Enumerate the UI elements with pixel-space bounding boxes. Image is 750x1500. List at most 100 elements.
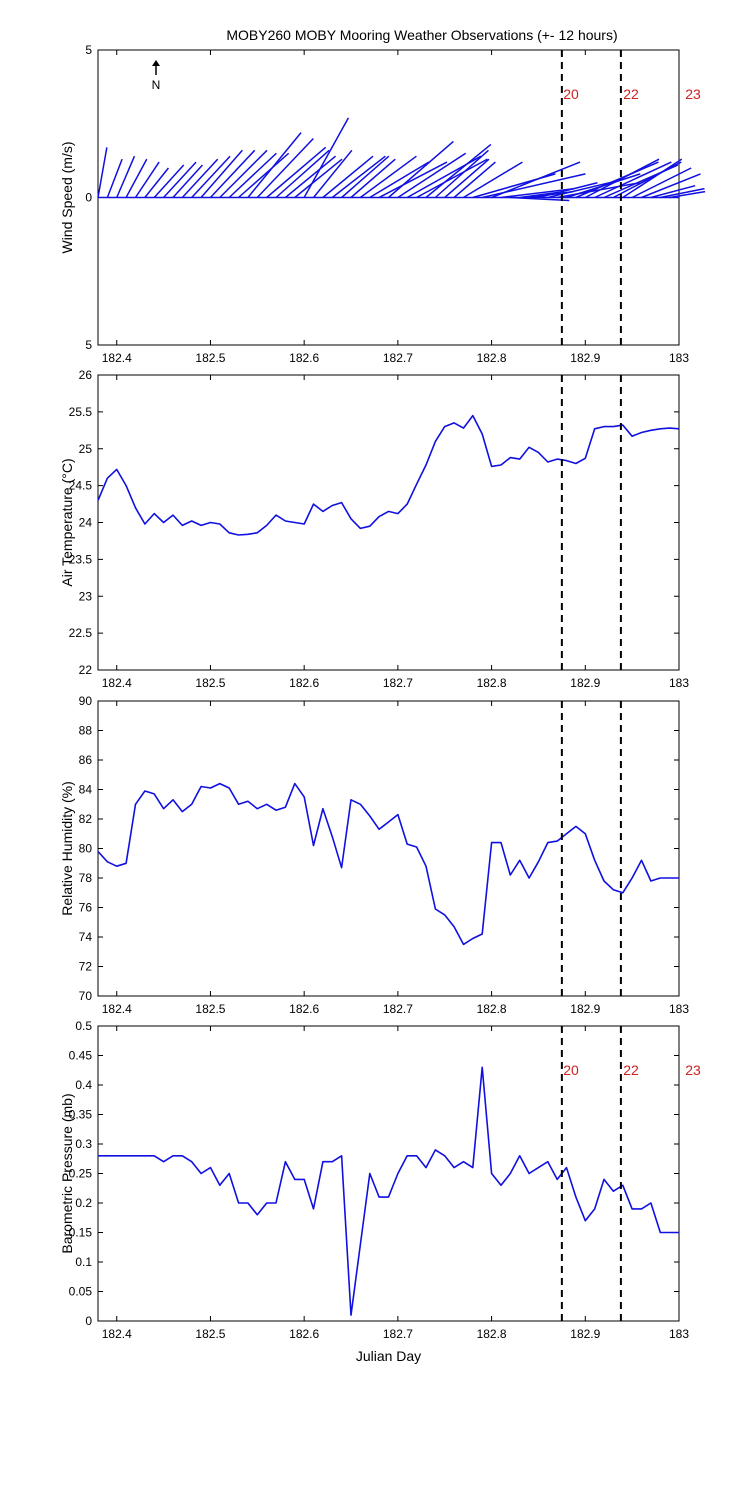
time-marker-label: 23	[685, 86, 701, 102]
x-tick-label: 182.7	[383, 676, 413, 690]
wind-vector	[631, 167, 692, 199]
wind-vector	[238, 152, 290, 199]
x-tick-label: 182.6	[289, 351, 319, 365]
y-tick-label: 24	[79, 516, 93, 530]
x-tick-label: 182.9	[570, 1327, 600, 1341]
wind-vector	[125, 158, 148, 198]
wind-vector	[416, 158, 488, 199]
y-tick-label: 76	[79, 901, 93, 915]
y-tick-label: 0.35	[69, 1108, 93, 1122]
data-line	[97, 782, 679, 946]
wind-vector	[491, 161, 581, 199]
wind-vector	[163, 161, 197, 199]
y-tick-label: 80	[79, 842, 93, 856]
wind-vector	[153, 164, 185, 199]
wind-vector	[181, 158, 219, 199]
wind-vector	[584, 158, 660, 199]
chart-panels: 182.4 182.5 182.6 182.7 182.8 182.9 183 5 0 5 Wind…	[59, 43, 706, 1364]
y-tick-label: 0.1	[75, 1255, 92, 1269]
x-tick-label: 182.8	[477, 1002, 507, 1016]
time-marker-label: 23	[685, 1062, 701, 1078]
x-tick-label: 182.7	[383, 1327, 413, 1341]
wind-vector	[97, 147, 108, 198]
wind-vector	[312, 149, 353, 198]
y-tick-label: 74	[79, 930, 93, 944]
wind-vector	[641, 173, 701, 199]
x-tick-label: 182.5	[195, 351, 225, 365]
x-tick-label: 182.9	[570, 1002, 600, 1016]
x-tick-label: 183	[669, 676, 689, 690]
time-marker-label: 20	[563, 1062, 579, 1078]
x-tick-label: 183	[669, 1327, 689, 1341]
north-arrow-icon	[152, 60, 160, 75]
x-tick-label: 182.6	[289, 1327, 319, 1341]
wind-vector	[144, 167, 170, 198]
wind-vector	[284, 155, 337, 199]
x-tick-label: 182.4	[102, 351, 132, 365]
y-tick-label: 0.25	[69, 1167, 93, 1181]
data-line	[97, 414, 680, 536]
wind-vector	[275, 149, 330, 199]
wind-vector	[622, 158, 683, 199]
x-axis-label: Julian Day	[356, 1348, 421, 1364]
y-tick-label: 0.5	[75, 1019, 92, 1033]
y-tick-label: 0.2	[75, 1196, 92, 1210]
wind-vector	[369, 161, 430, 199]
y-tick-label: 90	[79, 694, 93, 708]
wind-vector	[331, 155, 386, 199]
y-tick-label: 72	[79, 960, 93, 974]
y-tick-label: 0.05	[69, 1285, 93, 1299]
north-arrow-head	[152, 60, 160, 66]
x-tick-label: 182.9	[570, 676, 600, 690]
y-tick-label: 86	[79, 753, 93, 767]
wind-vector	[134, 161, 160, 198]
y-tick-label: 0.15	[69, 1226, 93, 1240]
wind-vector	[575, 161, 659, 199]
figure-title: MOBY260 MOBY Mooring Weather Observation…	[226, 27, 617, 43]
wind-vector	[219, 149, 268, 199]
y-tick-label: 0	[85, 1314, 92, 1328]
y-axis-label: Air Temperature (°C)	[59, 458, 75, 586]
x-tick-label: 182.4	[102, 1002, 132, 1016]
wind-vector	[256, 137, 314, 199]
y-tick-label: 88	[79, 724, 93, 738]
wind-vector	[378, 161, 448, 199]
time-marker-label: 20	[563, 86, 579, 102]
x-tick-label: 182.4	[102, 676, 132, 690]
y-tick-label: 22	[79, 663, 93, 677]
wind-vector	[425, 143, 492, 199]
wind-vector	[463, 161, 523, 199]
y-tick-label: 0	[85, 191, 92, 205]
x-tick-label: 182.8	[477, 676, 507, 690]
y-tick-label: 84	[79, 783, 93, 797]
y-axis-label: Barometric Pressure (mb)	[59, 1093, 75, 1253]
y-tick-label: 26	[79, 368, 93, 382]
wind-vector	[453, 161, 496, 199]
x-tick-label: 182.7	[383, 351, 413, 365]
y-tick-label: 5	[85, 43, 92, 57]
panel-1: 182.4 182.5 182.6 182.7 182.8 182.9 183 5 0 5 Wind…	[59, 43, 706, 365]
y-tick-label: 70	[79, 989, 93, 1003]
wind-vector	[209, 149, 256, 199]
wind-vector	[613, 161, 682, 199]
panel-2: 182.4 182.5 182.6 182.7 182.8 182.9 183 22 22.5 2…	[59, 368, 689, 690]
y-tick-label: 78	[79, 871, 93, 885]
wind-vector	[359, 155, 417, 199]
wind-vector	[350, 158, 396, 199]
wind-vector	[660, 187, 705, 199]
wind-vector	[266, 146, 327, 199]
wind-vector	[594, 161, 672, 199]
wind-vector	[397, 152, 467, 199]
wind-vector	[650, 184, 696, 199]
y-tick-label: 5	[85, 338, 92, 352]
x-tick-label: 182.9	[570, 351, 600, 365]
y-tick-label: 82	[79, 812, 93, 826]
wind-vector	[200, 149, 243, 198]
wind-vector	[434, 149, 489, 199]
x-tick-label: 182.5	[195, 676, 225, 690]
y-tick-label: 22.5	[69, 626, 93, 640]
y-tick-label: 23.5	[69, 552, 93, 566]
wind-vector	[106, 158, 123, 198]
north-label: N	[152, 78, 161, 92]
